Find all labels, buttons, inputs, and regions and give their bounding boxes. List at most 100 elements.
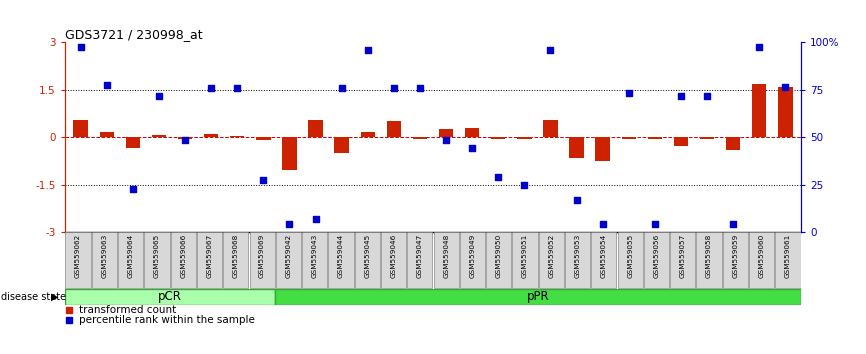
Text: GSM559054: GSM559054 (601, 234, 607, 278)
Text: GSM559056: GSM559056 (654, 234, 659, 278)
Text: GSM559057: GSM559057 (680, 234, 686, 278)
Text: percentile rank within the sample: percentile rank within the sample (79, 315, 255, 325)
Text: transformed count: transformed count (79, 305, 177, 315)
FancyBboxPatch shape (355, 233, 380, 288)
Bar (674, 137, 688, 146)
Bar (282, 137, 297, 170)
Text: GSM559060: GSM559060 (759, 234, 765, 278)
Bar (230, 136, 244, 137)
Text: GSM559043: GSM559043 (312, 234, 318, 278)
Text: GSM559050: GSM559050 (495, 234, 501, 278)
Point (413, 85, 427, 91)
FancyBboxPatch shape (65, 289, 275, 305)
Point (282, 221, 296, 227)
FancyBboxPatch shape (66, 233, 91, 288)
FancyBboxPatch shape (486, 233, 511, 288)
Bar (334, 137, 349, 153)
Bar (491, 137, 506, 139)
Text: GDS3721 / 230998_at: GDS3721 / 230998_at (65, 28, 203, 41)
Bar (413, 137, 427, 139)
FancyBboxPatch shape (407, 233, 432, 288)
Point (779, 84, 792, 90)
FancyBboxPatch shape (723, 233, 748, 288)
FancyBboxPatch shape (617, 233, 643, 288)
Bar (622, 137, 636, 139)
FancyBboxPatch shape (591, 233, 617, 288)
Text: GSM559045: GSM559045 (365, 234, 371, 278)
FancyBboxPatch shape (460, 233, 485, 288)
Text: GSM559064: GSM559064 (127, 234, 133, 278)
Point (74, 44, 87, 50)
Bar (360, 132, 375, 137)
FancyBboxPatch shape (696, 233, 721, 288)
Text: GSM559051: GSM559051 (522, 234, 528, 278)
Bar (517, 137, 532, 139)
FancyBboxPatch shape (539, 233, 564, 288)
Point (335, 85, 349, 91)
FancyBboxPatch shape (145, 233, 170, 288)
Bar (648, 137, 662, 139)
FancyBboxPatch shape (171, 233, 196, 288)
Text: GSM559067: GSM559067 (207, 234, 212, 278)
Point (596, 221, 610, 227)
Point (700, 93, 714, 99)
Bar (386, 121, 401, 137)
Point (204, 85, 218, 91)
Text: GSM559062: GSM559062 (75, 234, 81, 278)
FancyBboxPatch shape (223, 233, 249, 288)
Bar (569, 137, 584, 158)
Point (517, 182, 531, 187)
FancyBboxPatch shape (275, 289, 801, 305)
Point (570, 198, 584, 203)
FancyBboxPatch shape (565, 233, 591, 288)
Bar (779, 87, 792, 137)
Point (230, 85, 244, 91)
Point (439, 137, 453, 143)
Point (100, 82, 113, 88)
Text: GSM559066: GSM559066 (180, 234, 186, 278)
Point (126, 187, 139, 192)
Bar (256, 137, 270, 140)
Text: GSM559061: GSM559061 (785, 234, 791, 278)
Text: GSM559065: GSM559065 (154, 234, 160, 278)
FancyBboxPatch shape (118, 233, 143, 288)
Text: GSM559053: GSM559053 (575, 234, 580, 278)
FancyBboxPatch shape (670, 233, 695, 288)
Point (753, 44, 766, 50)
Bar (465, 128, 480, 137)
Point (727, 221, 740, 227)
FancyBboxPatch shape (434, 233, 459, 288)
Bar (178, 137, 192, 139)
Bar (752, 84, 766, 137)
FancyBboxPatch shape (249, 233, 275, 288)
Point (491, 174, 505, 179)
Text: GSM559058: GSM559058 (706, 234, 712, 278)
Point (648, 221, 662, 227)
Point (674, 93, 688, 99)
Bar (126, 137, 140, 148)
Text: GSM559046: GSM559046 (391, 234, 397, 278)
FancyBboxPatch shape (775, 233, 800, 288)
Point (361, 47, 375, 53)
Point (152, 93, 166, 99)
Text: pPR: pPR (527, 290, 549, 303)
Point (465, 145, 479, 151)
Point (178, 137, 192, 143)
Point (256, 177, 270, 183)
Point (387, 85, 401, 91)
Text: GSM559047: GSM559047 (417, 234, 423, 278)
Text: ▶: ▶ (50, 292, 58, 302)
Point (622, 90, 636, 96)
Bar (726, 137, 740, 150)
FancyBboxPatch shape (643, 233, 669, 288)
FancyBboxPatch shape (275, 233, 301, 288)
Bar (308, 120, 323, 137)
FancyBboxPatch shape (302, 233, 327, 288)
Text: GSM559059: GSM559059 (733, 234, 739, 278)
Text: GSM559044: GSM559044 (338, 234, 344, 278)
FancyBboxPatch shape (92, 233, 117, 288)
Text: GSM559049: GSM559049 (469, 234, 475, 278)
Text: GSM559052: GSM559052 (548, 234, 554, 278)
Bar (439, 129, 453, 137)
FancyBboxPatch shape (197, 233, 223, 288)
